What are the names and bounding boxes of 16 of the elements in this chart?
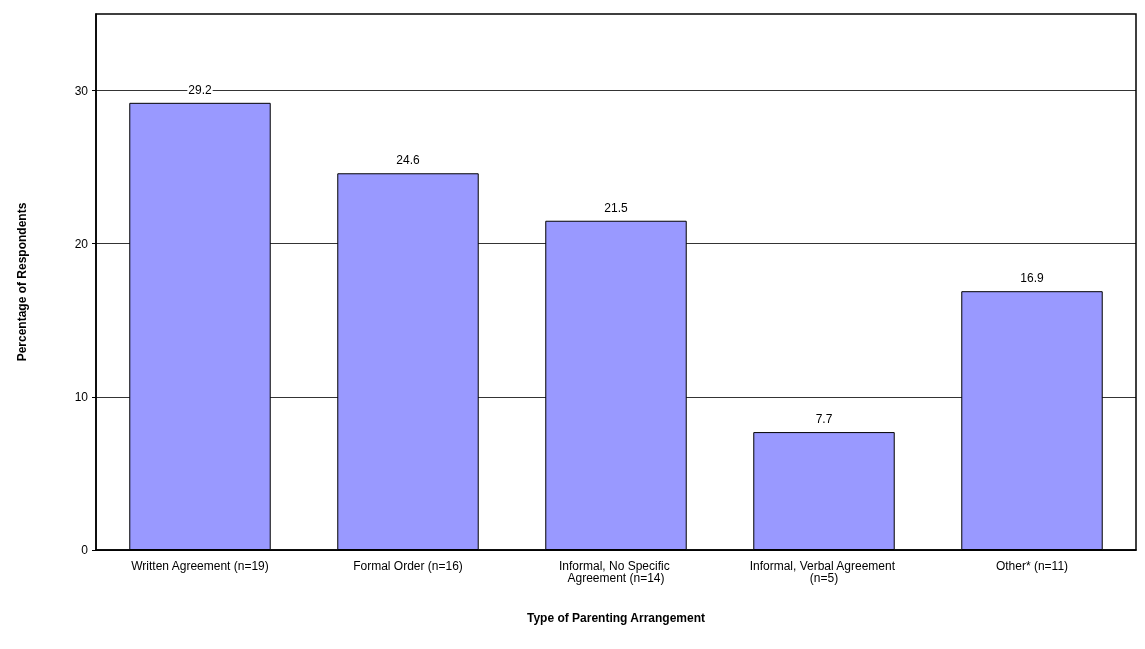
data-label: 16.9 bbox=[1020, 271, 1044, 286]
x-tick-label: Formal Order (n=16) bbox=[353, 559, 463, 573]
data-label: 29.2 bbox=[188, 82, 212, 97]
data-label: 21.5 bbox=[604, 200, 628, 215]
x-tick-label: Informal, Verbal Agreement (n=5) bbox=[749, 559, 899, 585]
data-label: 7.7 bbox=[815, 412, 833, 427]
y-tick-label: 0 bbox=[81, 543, 89, 557]
y-tick-label: 30 bbox=[74, 83, 89, 98]
y-tick-label: 10 bbox=[74, 389, 89, 404]
x-tick-label: Written Agreement (n=19) bbox=[131, 559, 269, 573]
y-axis-title: Percentage of Respondents bbox=[15, 202, 29, 362]
y-tick-label: 20 bbox=[74, 236, 89, 251]
x-tick-label: Other* (n=11) bbox=[995, 559, 1069, 573]
data-label: 24.6 bbox=[396, 153, 420, 168]
x-axis-title: Type of Parenting Arrangement bbox=[526, 611, 706, 625]
x-tick-label: Informal, No Specific Agreement (n=14) bbox=[558, 559, 674, 585]
